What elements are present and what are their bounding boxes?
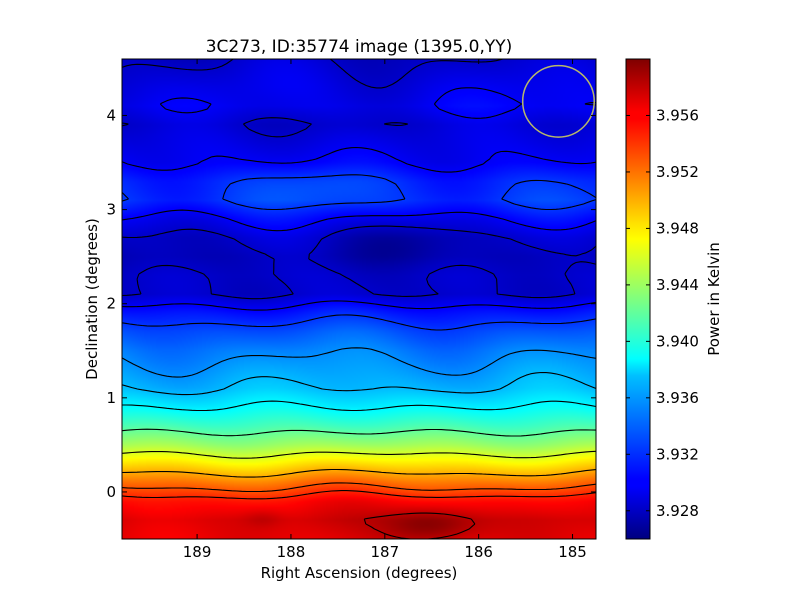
contour-line	[122, 174, 596, 331]
plot-area	[121, 58, 597, 540]
y-tick-label: 4	[106, 106, 116, 124]
chart-title: 3C273, ID:35774 image (1395.0,YY)	[206, 37, 513, 57]
contour-line	[122, 450, 596, 459]
plot-frame	[121, 58, 597, 540]
contour-line	[122, 490, 596, 500]
contour-line	[122, 400, 596, 412]
heatmap-image	[122, 59, 596, 539]
contour-line	[122, 87, 596, 311]
y-axis-label: Declination (degrees)	[83, 218, 101, 380]
x-axis-label: Right Ascension (degrees)	[261, 564, 458, 582]
colorbar-tick-label: 3.948	[656, 219, 699, 237]
y-tick-label: 2	[106, 295, 116, 313]
x-tick-label: 185	[558, 543, 587, 561]
x-tick-label: 189	[183, 543, 212, 561]
y-tick-label: 3	[106, 201, 116, 219]
colorbar-label: Power in Kelvin	[705, 242, 723, 356]
colorbar-gradient	[626, 59, 650, 539]
colorbar-frame	[625, 58, 651, 540]
contour-line	[122, 482, 596, 493]
colorbar-tick-label: 3.928	[656, 502, 699, 520]
x-tick-label: 186	[464, 543, 493, 561]
colorbar-tick-label: 3.936	[656, 389, 699, 407]
colorbar-tick-label: 3.944	[656, 276, 699, 294]
colorbar-tick-label: 3.932	[656, 445, 699, 463]
contour-line	[122, 428, 596, 437]
contour-line	[122, 347, 596, 378]
y-axis: 0 1 2 3 4	[106, 106, 596, 501]
colorbar-tick-label: 3.956	[656, 106, 699, 124]
y-tick-label: 1	[106, 389, 116, 407]
contour-line	[122, 468, 596, 478]
x-axis: 189 188 187 186 185	[183, 59, 587, 561]
x-tick-label: 188	[277, 543, 306, 561]
contour-line	[363, 512, 476, 539]
colorbar-ticks: 3.928 3.932 3.936 3.940 3.944 3.948 3.952 3.956	[626, 106, 699, 520]
x-tick-label: 187	[370, 543, 399, 561]
contour-lines	[122, 59, 596, 539]
contour-line	[122, 371, 596, 396]
y-tick-label: 0	[106, 483, 116, 501]
beam-circle	[521, 64, 595, 138]
colorbar-tick-label: 3.952	[656, 163, 699, 181]
colorbar-tick-label: 3.940	[656, 332, 699, 350]
contour-line	[122, 59, 596, 300]
colorbar: 3.928 3.932 3.936 3.940 3.944 3.948 3.952 3.956…	[625, 58, 723, 540]
